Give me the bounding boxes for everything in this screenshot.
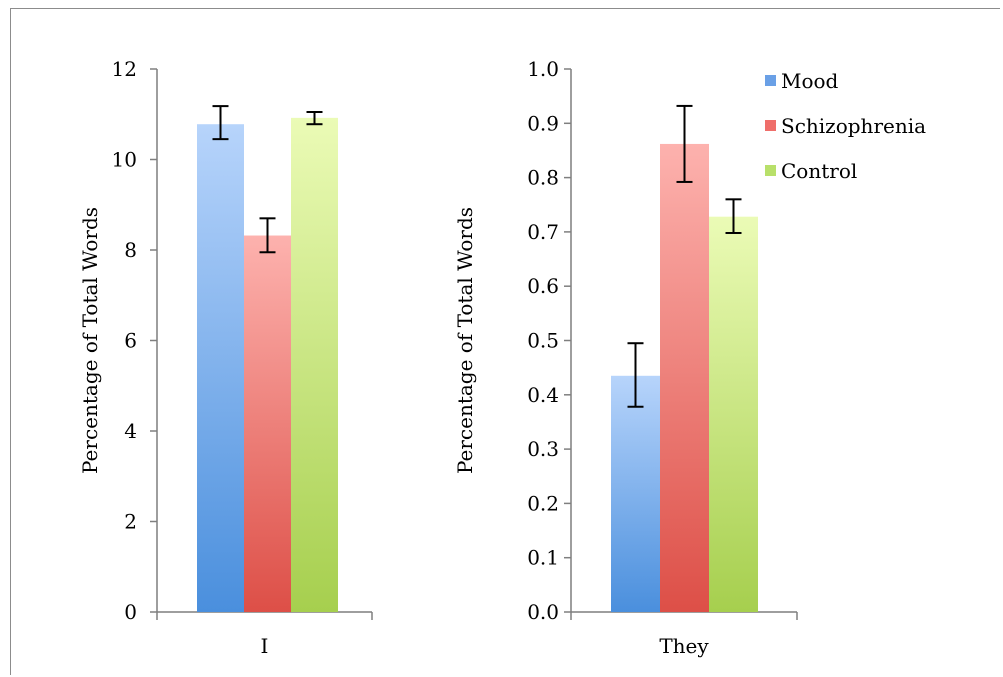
figure-frame — [10, 8, 1000, 675]
legend-label: Mood — [781, 69, 839, 93]
legend-swatch — [765, 165, 776, 176]
legend-label: Schizophrenia — [781, 114, 926, 138]
y-tick-label: 0.7 — [527, 220, 559, 244]
bar-schizophrenia — [660, 143, 709, 612]
y-axis-label: Percentage of Total Words — [453, 207, 477, 474]
legend-label: Control — [781, 159, 857, 183]
legend-swatch — [765, 75, 776, 86]
y-tick-label: 0.8 — [527, 166, 559, 190]
bar-control — [709, 216, 758, 613]
chart-panel-1: 0.0 0.1 0.2 0.3 0.4 0.5 0.6 0.7 0.8 0.9 1.0 Percent… — [453, 57, 798, 658]
y-tick-label: 0.3 — [527, 437, 559, 461]
legend-item-control: Control — [765, 159, 857, 183]
bar-control — [291, 117, 338, 613]
legend-item-mood: Mood — [765, 69, 839, 93]
y-tick-label: 1.0 — [527, 57, 559, 81]
x-category-label: They — [659, 634, 709, 658]
y-tick-label: 0 — [124, 600, 137, 624]
y-tick-label: 0.2 — [527, 491, 559, 515]
y-tick-label: 0.4 — [527, 383, 559, 407]
y-tick-label: 0.1 — [527, 546, 559, 570]
legend-swatch — [765, 120, 776, 131]
legend-item-schizophrenia: Schizophrenia — [765, 114, 926, 138]
y-tick-label: 0.9 — [527, 111, 559, 135]
legend: Mood Schizophrenia Control — [765, 69, 926, 183]
y-tick-label: 4 — [124, 419, 137, 443]
y-tick-label: 10 — [112, 148, 137, 172]
bar-mood — [611, 375, 660, 612]
y-axis-label: Percentage of Total Words — [78, 207, 102, 474]
y-tick-label: 6 — [124, 329, 137, 353]
chart-panel-0: 0 2 4 6 8 10 12 Percentage of Total Words I — [78, 57, 373, 658]
y-tick-label: 12 — [112, 57, 137, 81]
y-tick-label: 0.6 — [527, 274, 559, 298]
y-tick-label: 2 — [124, 510, 137, 534]
x-category-label: I — [261, 634, 269, 658]
bar-schizophrenia — [244, 235, 291, 612]
y-tick-label: 0.0 — [527, 600, 559, 624]
y-tick-label: 8 — [124, 238, 137, 262]
bar-mood — [197, 124, 244, 612]
y-tick-label: 0.5 — [527, 329, 559, 353]
